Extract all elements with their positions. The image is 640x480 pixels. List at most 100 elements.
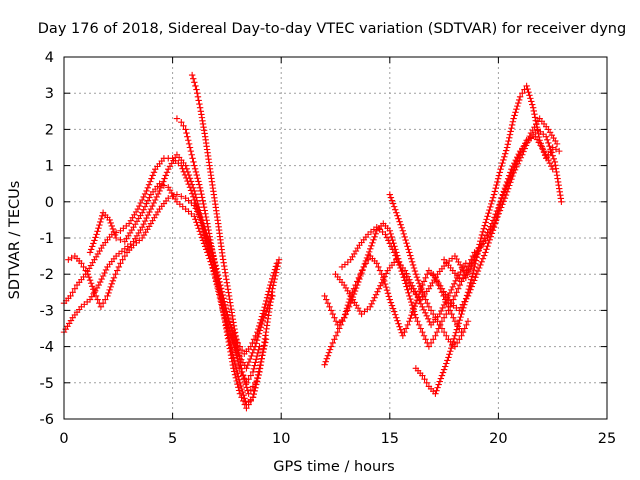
- data-point: [423, 312, 430, 320]
- data-point: [473, 271, 480, 278]
- grid: [64, 57, 607, 419]
- data-point: [259, 352, 266, 359]
- data-point: [498, 195, 506, 202]
- data-point: [370, 236, 377, 244]
- data-point: [420, 332, 428, 339]
- data-point: [408, 255, 415, 262]
- data-point: [263, 297, 270, 305]
- data-point: [446, 289, 454, 297]
- data-point: [432, 314, 439, 321]
- data-point: [153, 193, 160, 201]
- data-point: [477, 234, 485, 242]
- data-point: [253, 352, 261, 360]
- data-point: [196, 100, 203, 108]
- data-point: [467, 286, 474, 293]
- data-point: [251, 387, 258, 395]
- data-point: [422, 274, 429, 282]
- data-point: [194, 175, 201, 182]
- data-point: [107, 283, 114, 291]
- data-point: [188, 151, 195, 158]
- data-point: [438, 325, 446, 332]
- data-point: [374, 288, 381, 295]
- data-point: [416, 297, 423, 304]
- series-track-5: [173, 115, 270, 412]
- data-point: [165, 194, 172, 202]
- data-point: [388, 302, 396, 309]
- data-point: [402, 236, 409, 244]
- data-point: [235, 387, 243, 394]
- data-point: [82, 267, 89, 274]
- data-point: [482, 219, 489, 226]
- data-point: [105, 289, 112, 297]
- data-point: [362, 260, 370, 267]
- y-tick-label: -3: [40, 303, 54, 319]
- data-point: [160, 178, 167, 185]
- data-point: [433, 387, 440, 394]
- data-point: [241, 378, 249, 385]
- data-point: [530, 107, 538, 115]
- data-point: [134, 205, 142, 213]
- data-point: [204, 220, 211, 227]
- data-point: [424, 271, 431, 278]
- data-point: [436, 321, 443, 329]
- data-point: [542, 150, 549, 158]
- data-point: [439, 369, 447, 376]
- y-tick-label: 3: [45, 86, 54, 102]
- data-point: [246, 355, 254, 363]
- data-point: [147, 178, 154, 185]
- data-point: [193, 86, 200, 93]
- data-point: [192, 216, 199, 223]
- series-track-4: [86, 180, 263, 386]
- data-point: [187, 178, 195, 185]
- data-point: [506, 131, 514, 138]
- data-point: [141, 203, 149, 210]
- data-point: [253, 336, 261, 344]
- data-point: [89, 283, 96, 290]
- data-point: [529, 104, 537, 111]
- data-point: [90, 240, 97, 247]
- data-point: [482, 249, 489, 256]
- data-point: [382, 270, 390, 277]
- data-point: [245, 390, 252, 397]
- data-point: [413, 274, 421, 281]
- data-point: [514, 155, 522, 162]
- data-point: [430, 336, 437, 343]
- series-track-6: [188, 71, 259, 397]
- data-point: [186, 144, 194, 151]
- data-point: [400, 230, 407, 238]
- data-point: [163, 169, 171, 176]
- data-point: [262, 339, 269, 346]
- data-point: [240, 374, 248, 382]
- data-point: [436, 378, 443, 385]
- data-point: [521, 140, 529, 147]
- data-point: [489, 194, 497, 201]
- data-point: [410, 264, 418, 272]
- data-point: [255, 330, 263, 337]
- data-point: [94, 228, 101, 235]
- data-point: [425, 343, 433, 350]
- data-point: [91, 289, 98, 296]
- data-point: [386, 296, 393, 303]
- data-point: [511, 164, 518, 171]
- data-point: [147, 205, 155, 213]
- data-point: [255, 346, 262, 353]
- data-point: [501, 153, 508, 161]
- data-point: [406, 318, 413, 325]
- data-point: [193, 171, 200, 179]
- data-point: [93, 231, 100, 238]
- data-point: [115, 263, 123, 271]
- data-point: [144, 211, 152, 219]
- data-point: [238, 365, 245, 372]
- data-point: [198, 190, 205, 198]
- data-point: [436, 310, 443, 318]
- data-point: [376, 267, 384, 274]
- data-point: [198, 194, 206, 201]
- data-point: [245, 358, 253, 366]
- data-point: [215, 282, 222, 290]
- data-point: [397, 326, 404, 333]
- data-point: [394, 212, 401, 219]
- data-point: [508, 170, 515, 178]
- data-point: [484, 229, 491, 236]
- data-point: [194, 93, 202, 101]
- data-point: [196, 104, 204, 111]
